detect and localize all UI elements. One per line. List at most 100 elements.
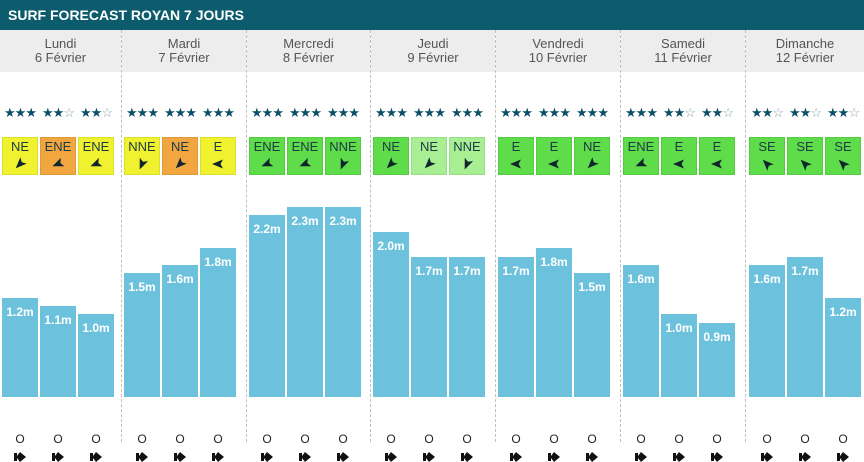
play-icon[interactable] [761, 452, 773, 462]
star-filled-icon: ★ [837, 105, 850, 120]
star-filled-icon: ★ [434, 105, 446, 120]
tide-indicator: O [137, 432, 147, 446]
play-icon[interactable] [337, 452, 349, 462]
wind-arrow-icon [424, 157, 436, 169]
star-rating: ★★★ [621, 106, 661, 120]
star-empty-icon: ☆ [810, 105, 822, 120]
play-icon[interactable] [52, 452, 64, 462]
wind-direction-label: ENE [291, 139, 319, 154]
wind-arrow-icon [90, 157, 103, 167]
star-empty-icon: ☆ [63, 105, 75, 120]
wave-height-bar: 0.9m [699, 323, 735, 397]
play-icon[interactable] [299, 452, 311, 462]
wind-direction-label: NE [10, 139, 30, 154]
play-icon[interactable] [90, 452, 102, 462]
day-date: 10 Février [528, 50, 588, 65]
day-name: Jeudi [417, 36, 449, 51]
play-icon[interactable] [799, 452, 811, 462]
tide-indicator: O [762, 432, 772, 446]
wind-indicator: ENE [287, 137, 323, 175]
star-filled-icon: ★ [126, 105, 138, 120]
day-header: Dimanche 12 Février [746, 30, 864, 72]
day-date: 11 Février [654, 50, 712, 65]
star-filled-icon: ★ [223, 105, 235, 120]
star-empty-icon: ☆ [848, 105, 860, 120]
play-icon[interactable] [635, 452, 647, 462]
star-rating: ★★★ [160, 106, 200, 120]
star-rating: ★★☆ [823, 106, 863, 120]
wind-arrow-icon [548, 159, 559, 169]
play-icon[interactable] [461, 452, 473, 462]
wind-indicator: NE [2, 137, 38, 175]
wind-indicator: NE [162, 137, 198, 175]
wave-height-bar: 1.0m [661, 314, 697, 397]
wind-direction-label: NNE [329, 139, 357, 154]
wind-arrow-icon [15, 157, 27, 169]
wind-arrow-icon [340, 157, 350, 170]
wind-direction-label: E [213, 139, 223, 154]
wind-direction-label: SE [758, 139, 776, 154]
star-filled-icon: ★ [510, 105, 523, 120]
wind-direction-label: SE [834, 139, 852, 154]
star-filled-icon: ★ [327, 105, 339, 120]
play-icon[interactable] [261, 452, 273, 462]
wind-indicator: E [699, 137, 735, 175]
star-filled-icon: ★ [337, 105, 350, 120]
star-filled-icon: ★ [299, 105, 312, 120]
play-icon[interactable] [837, 452, 849, 462]
wave-height-bar: 2.0m [373, 232, 409, 397]
star-filled-icon: ★ [212, 105, 225, 120]
tide-indicator: O [424, 432, 434, 446]
wave-height-label: 1.7m [415, 264, 443, 278]
wind-indicator: E [200, 137, 236, 175]
star-filled-icon: ★ [635, 105, 648, 120]
play-icon[interactable] [548, 452, 560, 462]
tide-indicator: O [213, 432, 223, 446]
play-icon[interactable] [423, 452, 435, 462]
wind-direction-label: SE [796, 139, 814, 154]
star-rating: ★★★ [122, 106, 162, 120]
wave-height-label: 1.7m [453, 264, 481, 278]
wave-height-bar: 1.1m [40, 306, 76, 397]
star-filled-icon: ★ [251, 105, 263, 120]
star-filled-icon: ★ [538, 105, 550, 120]
play-icon[interactable] [136, 452, 148, 462]
wave-height-label: 1.0m [665, 321, 693, 335]
star-filled-icon: ★ [136, 105, 149, 120]
star-empty-icon: ☆ [684, 105, 696, 120]
play-icon[interactable] [385, 452, 397, 462]
star-filled-icon: ★ [673, 105, 686, 120]
wind-arrow-icon [800, 159, 812, 171]
wave-height-bar: 1.5m [124, 273, 160, 397]
star-filled-icon: ★ [14, 105, 27, 120]
day-column: Lundi 6 Février ★★★ NE 1.2m O ★★☆ ENE 1.1m O ★★☆ EN… [0, 30, 121, 462]
star-filled-icon: ★ [711, 105, 724, 120]
play-icon[interactable] [510, 452, 522, 462]
day-name: Lundi [44, 36, 77, 51]
star-filled-icon: ★ [396, 105, 408, 120]
star-filled-icon: ★ [646, 105, 658, 120]
play-icon[interactable] [673, 452, 685, 462]
star-filled-icon: ★ [451, 105, 463, 120]
wind-indicator: SE [825, 137, 861, 175]
tide-indicator: O [175, 432, 185, 446]
wind-indicator: ENE [249, 137, 285, 175]
wind-indicator: SE [749, 137, 785, 175]
wind-indicator: NE [574, 137, 610, 175]
wind-indicator: NNE [449, 137, 485, 175]
play-icon[interactable] [174, 452, 186, 462]
play-icon[interactable] [14, 452, 26, 462]
star-empty-icon: ☆ [722, 105, 734, 120]
star-filled-icon: ★ [80, 105, 92, 120]
wave-height-bar: 1.8m [536, 248, 572, 397]
star-rating: ★★★ [247, 106, 287, 120]
star-filled-icon: ★ [761, 105, 774, 120]
wave-height-bar: 1.7m [411, 257, 447, 397]
wind-indicator: NNE [124, 137, 160, 175]
star-filled-icon: ★ [423, 105, 436, 120]
star-filled-icon: ★ [751, 105, 763, 120]
wind-direction-label: NE [582, 139, 602, 154]
play-icon[interactable] [586, 452, 598, 462]
play-icon[interactable] [711, 452, 723, 462]
play-icon[interactable] [212, 452, 224, 462]
